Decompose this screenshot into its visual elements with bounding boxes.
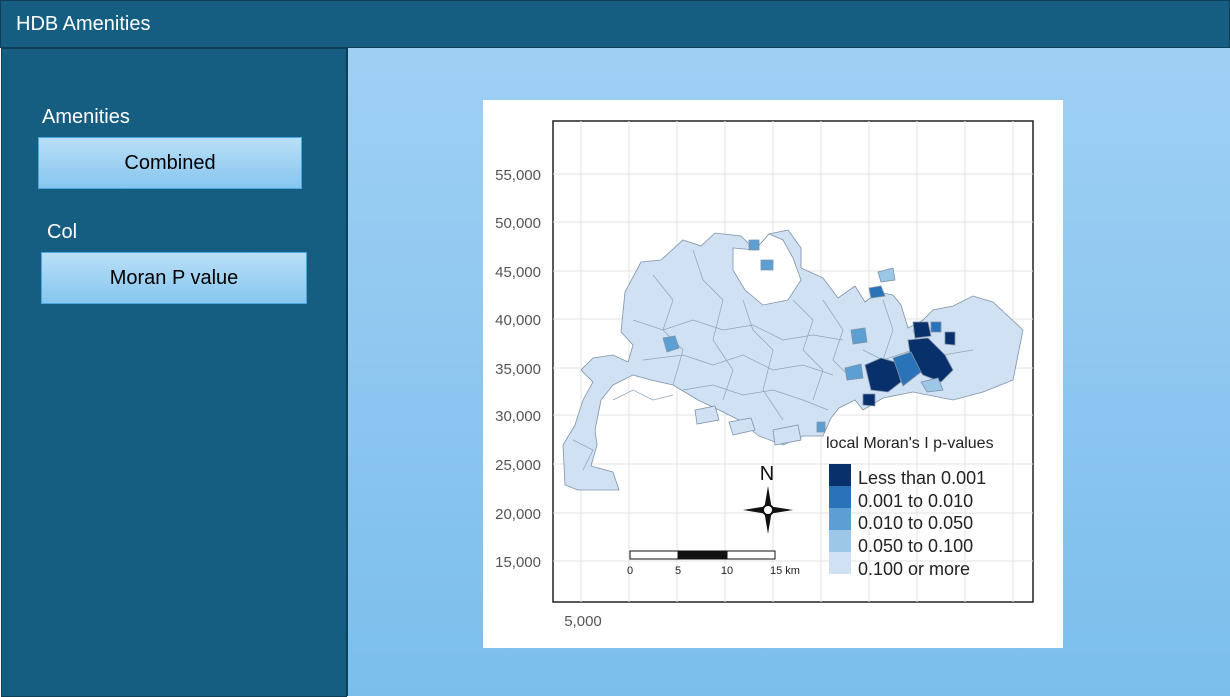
y-tick: 25,000	[495, 457, 541, 474]
app-title: HDB Amenities	[16, 13, 151, 35]
legend-item-label: 0.010 to 0.050	[858, 513, 973, 533]
moran-map: 55,000 50,000 45,000 40,000 35,000 30,00…	[483, 100, 1063, 648]
legend-item-label: 0.100 or more	[858, 559, 970, 579]
legend-item-label: 0.001 to 0.010	[858, 491, 973, 511]
y-tick: 45,000	[495, 264, 541, 281]
y-tick: 30,000	[495, 408, 541, 425]
legend-swatch	[829, 530, 851, 552]
compass-icon: N	[743, 463, 793, 534]
legend-title: local Moran's I p-values	[826, 435, 994, 452]
y-tick: 55,000	[495, 167, 541, 184]
scale-tick: 0	[627, 565, 633, 577]
legend-swatch	[829, 508, 851, 530]
y-tick: 40,000	[495, 312, 541, 329]
legend-item-label: Less than 0.001	[858, 468, 986, 488]
y-tick: 35,000	[495, 361, 541, 378]
sidebar: Amenities Combined Col Moran P value	[1, 48, 347, 697]
scale-tick: 5	[675, 565, 681, 577]
island-map	[562, 229, 1024, 491]
map-legend: local Moran's I p-values Less than 0.001…	[826, 435, 994, 579]
legend-swatch	[829, 486, 851, 508]
compass-north-label: N	[760, 463, 774, 485]
legend-swatch	[829, 552, 851, 574]
amenities-select[interactable]: Combined	[38, 137, 302, 189]
app-header: HDB Amenities	[0, 0, 1230, 48]
scale-tick: 15 km	[770, 565, 800, 577]
legend-item-label: 0.050 to 0.100	[858, 536, 973, 556]
x-tick: 5,000	[564, 613, 602, 630]
amenities-label: Amenities	[42, 106, 130, 128]
col-label: Col	[47, 221, 78, 243]
legend-swatch	[829, 464, 851, 486]
col-select[interactable]: Moran P value	[41, 252, 307, 304]
scale-bar: 0 5 10 15 km	[627, 550, 800, 577]
y-tick: 20,000	[495, 506, 541, 523]
map-svg: 55,000 50,000 45,000 40,000 35,000 30,00…	[495, 120, 1034, 630]
scale-tick: 10	[721, 565, 733, 577]
y-tick: 15,000	[495, 554, 541, 571]
y-axis-ticks: 55,000 50,000 45,000 40,000 35,000 30,00…	[495, 167, 541, 571]
y-tick: 50,000	[495, 215, 541, 232]
